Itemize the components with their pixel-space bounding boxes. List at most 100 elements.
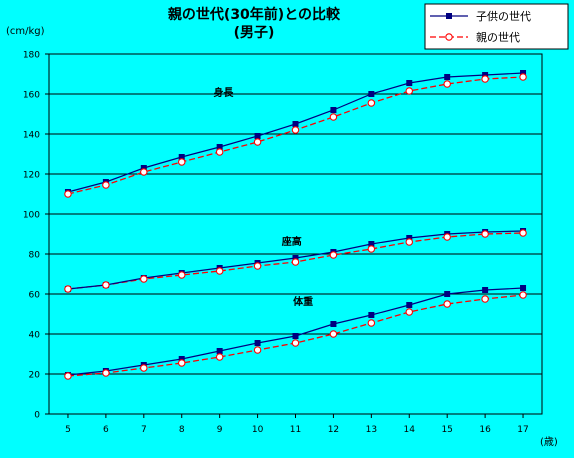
y-tick-label: 120 bbox=[23, 171, 40, 181]
point-child bbox=[216, 144, 223, 150]
point-child bbox=[254, 133, 261, 139]
point-parent bbox=[102, 181, 110, 189]
point-child bbox=[444, 74, 451, 80]
point-parent bbox=[102, 281, 110, 289]
point-child bbox=[292, 255, 299, 261]
x-axis-unit: (歳) bbox=[540, 436, 558, 448]
point-parent bbox=[140, 364, 148, 372]
chart-subtitle: (男子) bbox=[234, 25, 275, 41]
point-parent bbox=[405, 238, 414, 246]
group-label: 座高 bbox=[281, 235, 302, 248]
point-child bbox=[216, 348, 223, 354]
gridlines bbox=[49, 93, 542, 375]
point-child bbox=[520, 70, 527, 76]
x-tick-label: 17 bbox=[517, 425, 528, 435]
point-parent bbox=[64, 285, 72, 293]
point-child bbox=[482, 72, 489, 78]
y-axis-unit: (cm/kg) bbox=[6, 26, 45, 37]
point-parent bbox=[329, 251, 338, 259]
point-child bbox=[406, 80, 413, 86]
plot-area bbox=[48, 53, 543, 415]
y-tick-label: 160 bbox=[23, 91, 40, 101]
x-tick-label: 5 bbox=[65, 425, 71, 435]
point-child bbox=[520, 285, 527, 291]
point-child bbox=[330, 321, 337, 327]
point-parent bbox=[253, 262, 262, 270]
group-label: 体重 bbox=[293, 295, 313, 308]
point-child bbox=[140, 165, 147, 171]
point-parent bbox=[367, 99, 376, 107]
point-parent bbox=[481, 230, 489, 238]
y-tick-label: 0 bbox=[34, 411, 40, 421]
point-child bbox=[178, 154, 185, 160]
point-child bbox=[482, 287, 489, 293]
point-parent bbox=[367, 319, 376, 327]
x-tick-label: 8 bbox=[179, 425, 185, 435]
point-parent bbox=[519, 291, 527, 299]
legend-box bbox=[424, 3, 569, 50]
point-parent bbox=[519, 229, 527, 237]
point-parent bbox=[405, 87, 414, 95]
legend-label-child: 子供の世代 bbox=[476, 9, 531, 23]
point-child bbox=[292, 121, 299, 127]
x-tick-label: 7 bbox=[141, 425, 147, 435]
point-child bbox=[368, 241, 375, 247]
point-child bbox=[406, 302, 413, 308]
point-parent bbox=[481, 295, 489, 303]
point-parent bbox=[329, 113, 338, 121]
point-child bbox=[254, 340, 261, 346]
x-tick-label: 12 bbox=[328, 425, 339, 435]
point-parent bbox=[140, 168, 148, 176]
point-parent bbox=[329, 330, 338, 338]
y-tick-label: 20 bbox=[29, 371, 41, 381]
point-parent bbox=[215, 353, 224, 361]
x-tick-label: 6 bbox=[103, 425, 109, 435]
x-tick-label: 15 bbox=[441, 425, 452, 435]
x-tick-label: 14 bbox=[404, 425, 416, 435]
x-tick-label: 16 bbox=[479, 425, 491, 435]
point-parent bbox=[215, 267, 224, 275]
point-parent bbox=[215, 148, 224, 156]
point-parent bbox=[102, 369, 110, 377]
point-parent bbox=[64, 190, 72, 198]
legend-marker-child bbox=[446, 13, 452, 19]
point-parent bbox=[253, 346, 262, 354]
point-parent bbox=[481, 75, 489, 83]
y-tick-label: 80 bbox=[29, 251, 41, 261]
point-parent bbox=[405, 308, 414, 316]
point-child bbox=[406, 235, 413, 241]
y-tick-label: 140 bbox=[23, 131, 40, 141]
point-parent bbox=[253, 138, 262, 146]
group-label: 身長 bbox=[213, 86, 234, 99]
y-tick-label: 60 bbox=[29, 291, 41, 301]
point-parent bbox=[177, 271, 186, 279]
point-child bbox=[292, 333, 299, 339]
point-parent bbox=[291, 339, 300, 347]
series-line-parent-0 bbox=[67, 76, 524, 195]
point-parent bbox=[443, 80, 451, 88]
point-child bbox=[368, 91, 375, 97]
point-parent bbox=[519, 73, 527, 81]
point-parent bbox=[367, 245, 376, 253]
chart-title: 親の世代(30年前)との比較 bbox=[168, 6, 341, 23]
point-parent bbox=[443, 300, 451, 308]
point-parent bbox=[64, 372, 72, 380]
point-parent bbox=[140, 275, 148, 283]
point-child bbox=[444, 291, 451, 297]
x-tick-label: 10 bbox=[252, 425, 264, 435]
point-parent bbox=[291, 126, 300, 134]
point-parent bbox=[443, 233, 451, 241]
y-tick-label: 100 bbox=[23, 211, 40, 221]
x-tick-label: 11 bbox=[290, 425, 301, 435]
series-layer bbox=[64, 70, 527, 380]
legend-marker-parent bbox=[445, 33, 453, 41]
x-tick-label: 13 bbox=[366, 425, 377, 435]
point-parent bbox=[177, 158, 186, 166]
y-tick-label: 180 bbox=[23, 51, 40, 61]
legend-label-parent: 親の世代 bbox=[476, 31, 520, 44]
axis-ticks: 0 20 40 60 80 100 120 140 160 180 5 6 7 8 9 10 11 12 13 14 1… bbox=[23, 51, 529, 436]
